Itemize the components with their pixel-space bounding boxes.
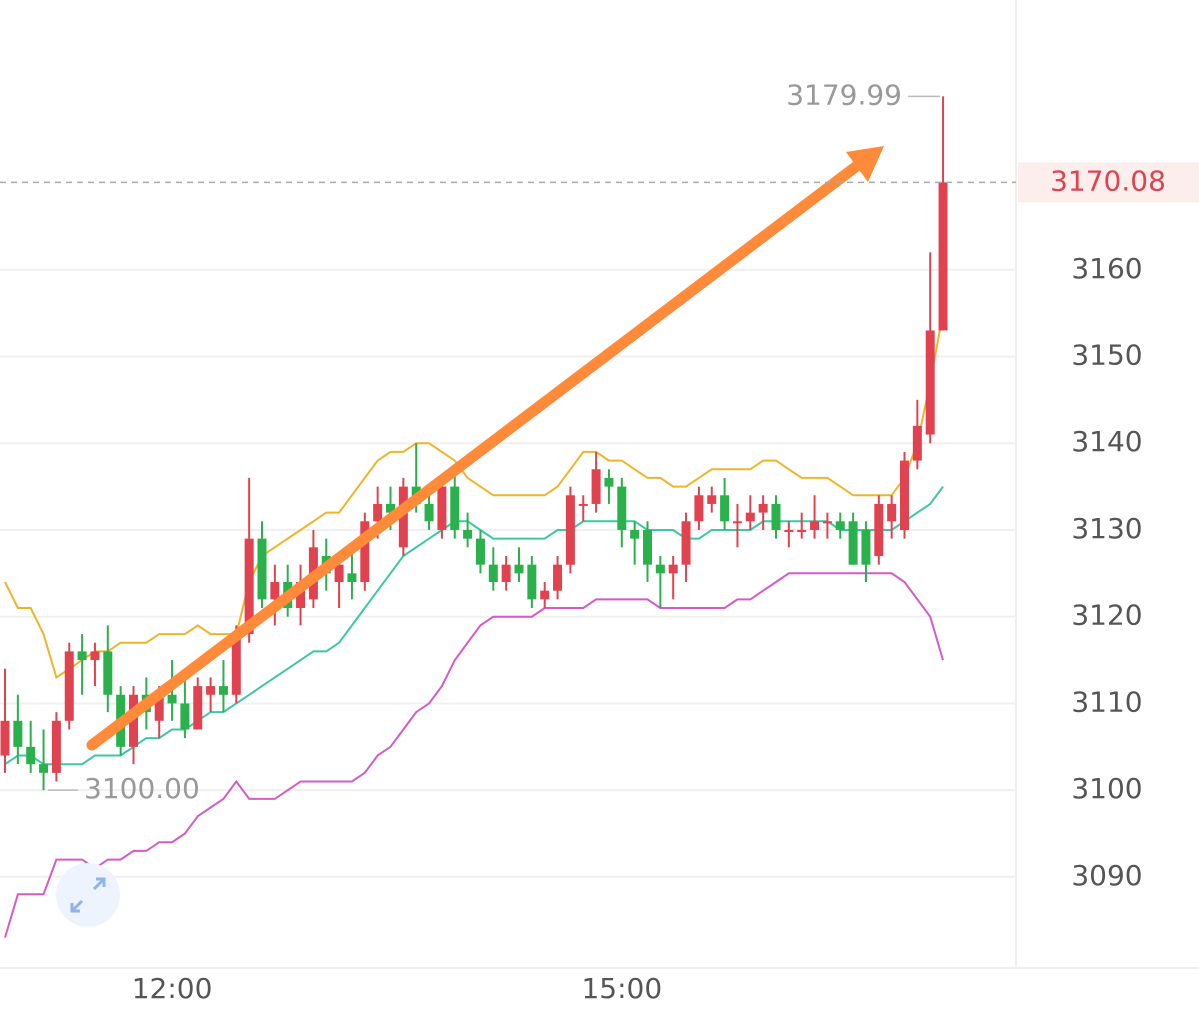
candle-body [218,686,228,695]
candle-body [604,477,614,487]
candle-body [591,469,601,504]
candle-body [257,538,267,600]
candle-body [694,495,704,522]
candle-body [835,521,845,530]
candle-body [13,720,23,747]
candle-body [925,330,935,435]
candle-body [129,694,138,747]
candle-body [501,564,511,583]
candle-body [578,503,588,506]
candle-body [720,495,730,522]
overlay: 3170.08 3179.99 3100.00 [0,78,1199,927]
max-label: 3179.99 [786,78,902,111]
band-line [4,486,944,766]
candle-body [874,503,884,556]
candle-body [26,746,36,765]
y-tick-label: 3130 [1071,512,1142,545]
candle-body [553,564,563,591]
y-tick-label: 3140 [1071,425,1142,458]
candle-body [900,460,909,530]
candle-body [193,686,203,730]
candle-body [912,425,922,461]
candle-body [681,521,691,565]
y-tick-label: 3110 [1071,685,1142,718]
x-tick-label: 12:00 [132,972,213,1005]
candle-body [244,538,254,635]
candle-body [630,529,640,539]
candle-body [707,495,717,504]
candle-body [617,486,627,530]
candle-body [360,521,370,583]
candle-body [77,651,87,661]
candle-body [180,703,190,730]
candle-body [732,521,742,524]
candle-body [655,564,665,574]
candle-body [463,529,473,539]
candle-body [810,521,820,530]
y-tick-label: 3100 [1071,772,1142,805]
trend-arrow-head [846,146,884,182]
candle-body [270,582,280,600]
candle-body [668,564,678,574]
candles [0,96,948,791]
last-price-label: 3170.08 [1050,164,1166,197]
candle-body [488,564,498,583]
candle-body [758,503,768,513]
candle-body [373,503,383,522]
candle-body [797,529,807,532]
candle-body [822,521,832,524]
candle-body [771,503,781,530]
candle-body [424,503,434,522]
candle-body [938,182,948,331]
x-tick-label: 15:00 [581,972,662,1005]
min-label: 3100.00 [84,772,200,805]
candle-body [437,486,447,530]
candle-body [51,720,61,773]
y-tick-label: 3160 [1071,252,1142,285]
candle-body [386,503,395,513]
candle-body [848,521,858,565]
candle-body [514,564,524,574]
candle-body [347,573,357,583]
candle-body [527,564,537,600]
candle-body [643,529,652,565]
candle-body [90,651,100,661]
candle-body [784,529,794,532]
candle-body [0,720,10,756]
candle-body [398,486,408,548]
candle-body [296,582,306,609]
band-line [4,572,944,938]
candle-body [231,634,241,695]
candle-body [861,529,871,565]
candle-body [565,495,575,565]
band-line [4,312,944,679]
candle-body [167,694,177,704]
candle-body [206,686,216,695]
grid: 3090 3100 3110 3120 3130 3140 3150 3160 12:00 15:… [0,252,1143,1005]
candle-body [64,651,74,721]
candle-body [887,503,897,522]
expand-button[interactable] [56,863,120,927]
bands [4,312,944,938]
candle-body [540,590,550,600]
candle-body [475,538,485,565]
y-tick-label: 3120 [1071,599,1142,632]
candle-body [334,564,344,583]
expand-icon [70,877,106,913]
candle-body [103,651,113,695]
candle-body [39,764,49,773]
y-tick-label: 3150 [1071,338,1142,371]
candle-body [154,694,164,721]
candle-body [745,512,755,522]
trend-arrow [86,156,868,751]
y-tick-label: 3090 [1071,859,1142,892]
last-price-box [1018,162,1199,203]
candle-body [450,486,460,530]
